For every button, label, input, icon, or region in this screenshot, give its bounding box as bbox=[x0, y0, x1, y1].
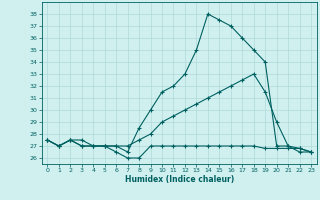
X-axis label: Humidex (Indice chaleur): Humidex (Indice chaleur) bbox=[124, 175, 234, 184]
